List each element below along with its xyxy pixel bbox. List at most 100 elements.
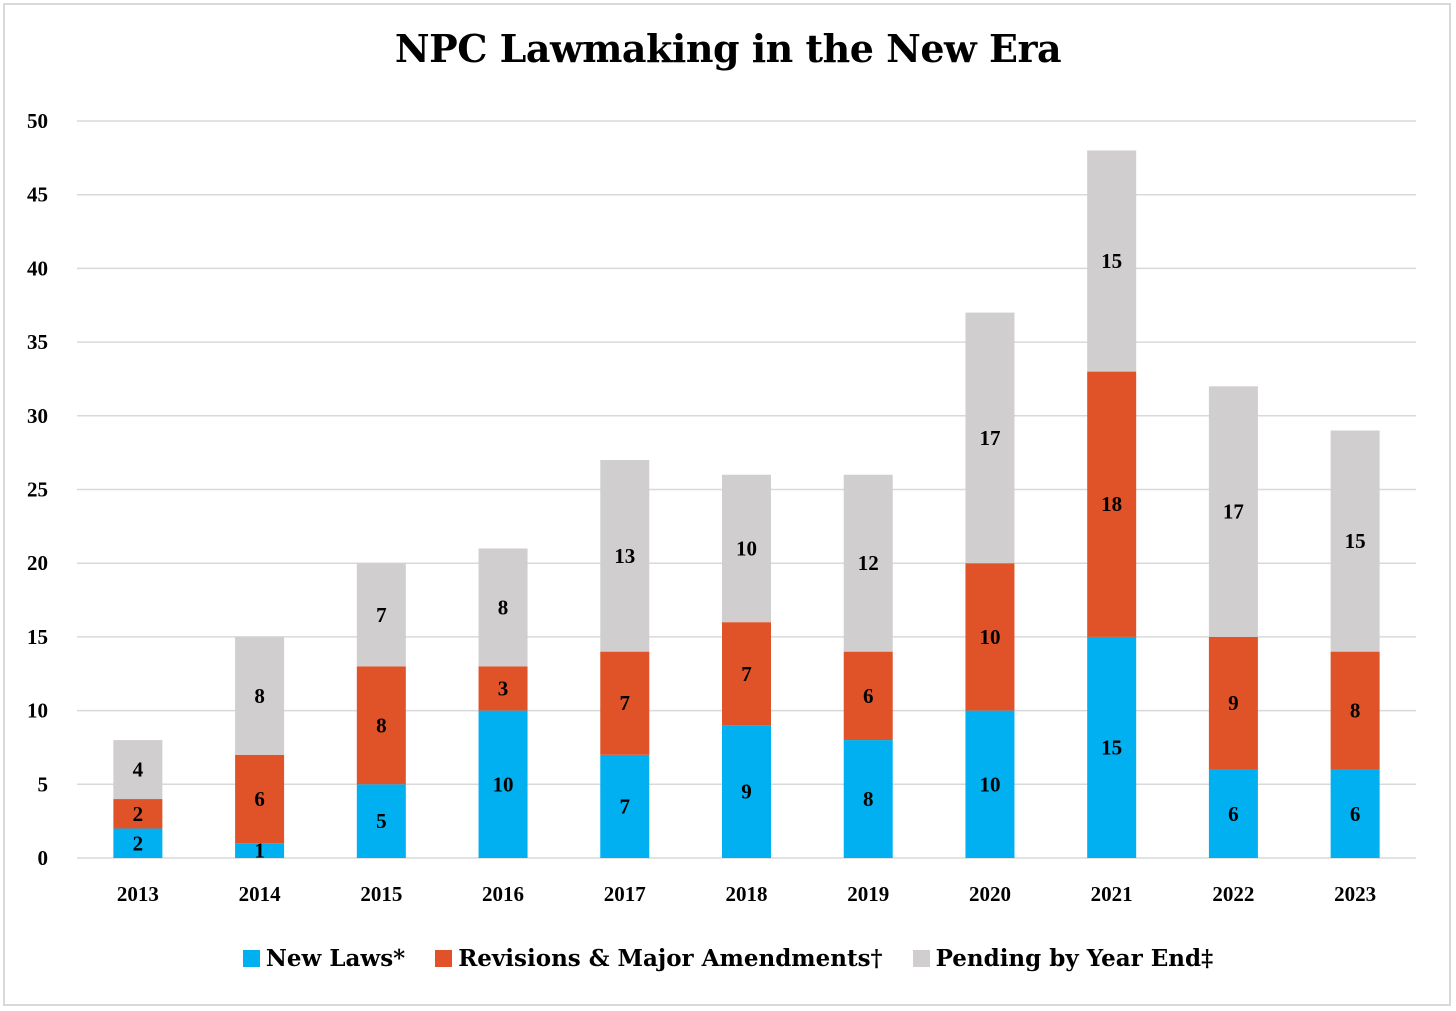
- legend-item-revisions: Revisions & Major Amendments†: [435, 944, 883, 972]
- y-tick-label-40: 40: [27, 256, 48, 280]
- bar-pending-2020: [965, 312, 1015, 564]
- bar-new-laws-2017: [600, 754, 650, 858]
- data-label-new-laws-2018: 9: [741, 780, 752, 804]
- legend-label-revisions: Revisions & Major Amendments†: [458, 944, 883, 972]
- data-label-revisions-2016: 3: [498, 676, 509, 700]
- bar-new-laws-2018: [722, 725, 771, 858]
- x-tick-label-2018: 2018: [726, 882, 768, 906]
- bar-pending-2022: [1208, 386, 1258, 637]
- bar-pending-2021: [1087, 150, 1137, 372]
- bar-revisions-2023: [1330, 651, 1380, 770]
- legend-swatch-pending: [912, 949, 930, 967]
- data-label-pending-2013: 4: [133, 758, 144, 782]
- x-tick-label-2014: 2014: [239, 882, 282, 906]
- bar-pending-2019: [843, 474, 893, 652]
- data-label-new-laws-2015: 5: [376, 809, 387, 833]
- legend-label-pending: Pending by Year End‡: [935, 944, 1214, 972]
- bar-new-laws-2013: [113, 828, 163, 858]
- bar-revisions-2019: [843, 651, 893, 741]
- x-tick-label-2019: 2019: [847, 882, 889, 906]
- data-label-new-laws-2017: 7: [620, 794, 631, 818]
- y-tick-label-50: 50: [27, 109, 48, 133]
- data-label-new-laws-2013: 2: [133, 831, 144, 855]
- data-label-pending-2020: 17: [979, 426, 1000, 450]
- data-label-pending-2014: 8: [254, 684, 265, 708]
- legend-swatch-revisions: [435, 949, 453, 967]
- bar-new-laws-2021: [1087, 636, 1137, 858]
- data-label-pending-2018: 10: [736, 536, 757, 560]
- y-tick-label-20: 20: [27, 551, 48, 575]
- bar-new-laws-2019: [843, 740, 893, 858]
- data-label-revisions-2021: 18: [1101, 492, 1122, 516]
- data-label-revisions-2018: 7: [741, 662, 752, 686]
- y-tick-label-45: 45: [27, 183, 48, 207]
- chart-legend: New Laws* Revisions & Major Amendments† …: [0, 940, 1456, 976]
- bar-pending-2014: [235, 636, 285, 755]
- bar-new-laws-2014: [235, 843, 285, 858]
- y-tick-label-5: 5: [38, 772, 49, 796]
- legend-label-new-laws: New Laws*: [265, 944, 406, 972]
- data-label-new-laws-2020: 10: [979, 772, 1000, 796]
- bar-revisions-2017: [600, 651, 650, 755]
- data-label-pending-2019: 12: [858, 551, 879, 575]
- bar-revisions-2016: [478, 666, 528, 711]
- bar-revisions-2022: [1208, 636, 1258, 770]
- legend-item-pending: Pending by Year End‡: [912, 944, 1214, 972]
- data-label-revisions-2014: 6: [254, 787, 265, 811]
- data-label-revisions-2019: 6: [863, 684, 874, 708]
- x-tick-label-2015: 2015: [360, 882, 402, 906]
- data-label-revisions-2020: 10: [979, 625, 1000, 649]
- bar-new-laws-2016: [478, 710, 528, 858]
- x-tick-label-2017: 2017: [604, 882, 646, 906]
- data-label-pending-2017: 13: [614, 544, 635, 568]
- bar-new-laws-2020: [965, 710, 1015, 858]
- data-label-new-laws-2014: 1: [254, 839, 265, 863]
- bar-revisions-2015: [356, 666, 406, 785]
- data-label-revisions-2022: 9: [1228, 691, 1239, 715]
- bar-pending-2015: [356, 563, 406, 667]
- data-label-pending-2023: 15: [1345, 529, 1366, 553]
- data-label-new-laws-2016: 10: [493, 772, 514, 796]
- x-tick-label-2023: 2023: [1334, 882, 1376, 906]
- data-label-revisions-2013: 2: [133, 802, 144, 826]
- x-tick-label-2022: 2022: [1212, 882, 1254, 906]
- bar-revisions-2018: [722, 622, 771, 726]
- y-tick-label-35: 35: [27, 330, 48, 354]
- data-label-revisions-2017: 7: [620, 691, 631, 715]
- y-tick-label-0: 0: [38, 846, 49, 870]
- bar-pending-2018: [722, 474, 771, 623]
- chart-title: NPC Lawmaking in the New Era: [394, 26, 1062, 71]
- data-label-new-laws-2021: 15: [1101, 735, 1122, 759]
- y-tick-label-10: 10: [27, 699, 48, 723]
- x-tick-label-2021: 2021: [1091, 882, 1133, 906]
- x-tick-label-2013: 2013: [117, 882, 159, 906]
- bar-revisions-2021: [1087, 371, 1137, 637]
- data-label-revisions-2015: 8: [376, 713, 387, 737]
- data-label-new-laws-2022: 6: [1228, 802, 1239, 826]
- data-label-new-laws-2019: 8: [863, 787, 874, 811]
- data-label-new-laws-2023: 6: [1350, 802, 1361, 826]
- bar-pending-2023: [1330, 430, 1380, 652]
- data-label-pending-2022: 17: [1223, 500, 1244, 524]
- bar-pending-2013: [113, 740, 163, 800]
- data-label-pending-2015: 7: [376, 603, 387, 627]
- x-tick-label-2020: 2020: [969, 882, 1011, 906]
- data-label-pending-2016: 8: [498, 595, 509, 619]
- legend-swatch-new-laws: [242, 949, 260, 967]
- y-tick-label-25: 25: [27, 478, 48, 502]
- bar-revisions-2013: [113, 799, 163, 829]
- bar-pending-2016: [478, 548, 528, 667]
- bar-revisions-2020: [965, 563, 1015, 711]
- bar-new-laws-2022: [1208, 769, 1258, 858]
- data-label-revisions-2023: 8: [1350, 699, 1361, 723]
- bar-pending-2017: [600, 460, 650, 652]
- x-tick-label-2016: 2016: [482, 882, 524, 906]
- bar-new-laws-2023: [1330, 769, 1380, 858]
- legend-item-new-laws: New Laws*: [242, 944, 406, 972]
- bar-revisions-2014: [235, 754, 285, 844]
- bar-new-laws-2015: [356, 784, 406, 858]
- y-tick-label-15: 15: [27, 625, 48, 649]
- data-label-pending-2021: 15: [1101, 249, 1122, 273]
- y-tick-label-30: 30: [27, 404, 48, 428]
